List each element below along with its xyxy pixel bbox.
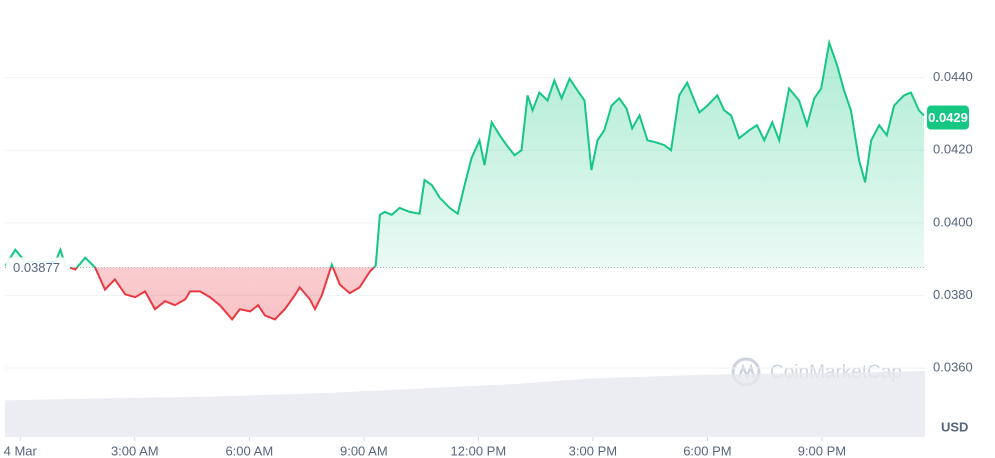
current-price: 0.0429 — [928, 110, 968, 125]
x-tick-label: 9:00 AM — [340, 443, 388, 458]
x-tick-label: 12:00 PM — [451, 443, 507, 458]
area-up — [5, 42, 924, 268]
x-tick-label: 6:00 PM — [683, 443, 731, 458]
baseline-label-bg — [6, 257, 70, 278]
currency: USD — [941, 419, 968, 434]
y-tick-label: 0.0420 — [933, 142, 973, 157]
current-price-bg — [927, 105, 969, 130]
x-tick-label: 9:00 PM — [798, 443, 846, 458]
x-tick-label: 3:00 AM — [111, 443, 159, 458]
y-tick-label: 0.0400 — [933, 214, 973, 229]
y-tick-label: 0.0440 — [933, 69, 973, 84]
x-tick-label: 3:00 PM — [569, 443, 617, 458]
y-tick-label: 0.0360 — [933, 359, 973, 374]
baseline-label: 0.03877 — [13, 260, 60, 275]
y-tick-label: 0.0380 — [933, 287, 973, 302]
price-line-down — [67, 267, 376, 321]
volume-area — [5, 371, 925, 437]
area-down — [69, 267, 374, 320]
x-tick-label: 6:00 AM — [225, 443, 273, 458]
x-tick-label: 4 Mar — [4, 443, 38, 458]
price-line-up — [4, 38, 925, 268]
